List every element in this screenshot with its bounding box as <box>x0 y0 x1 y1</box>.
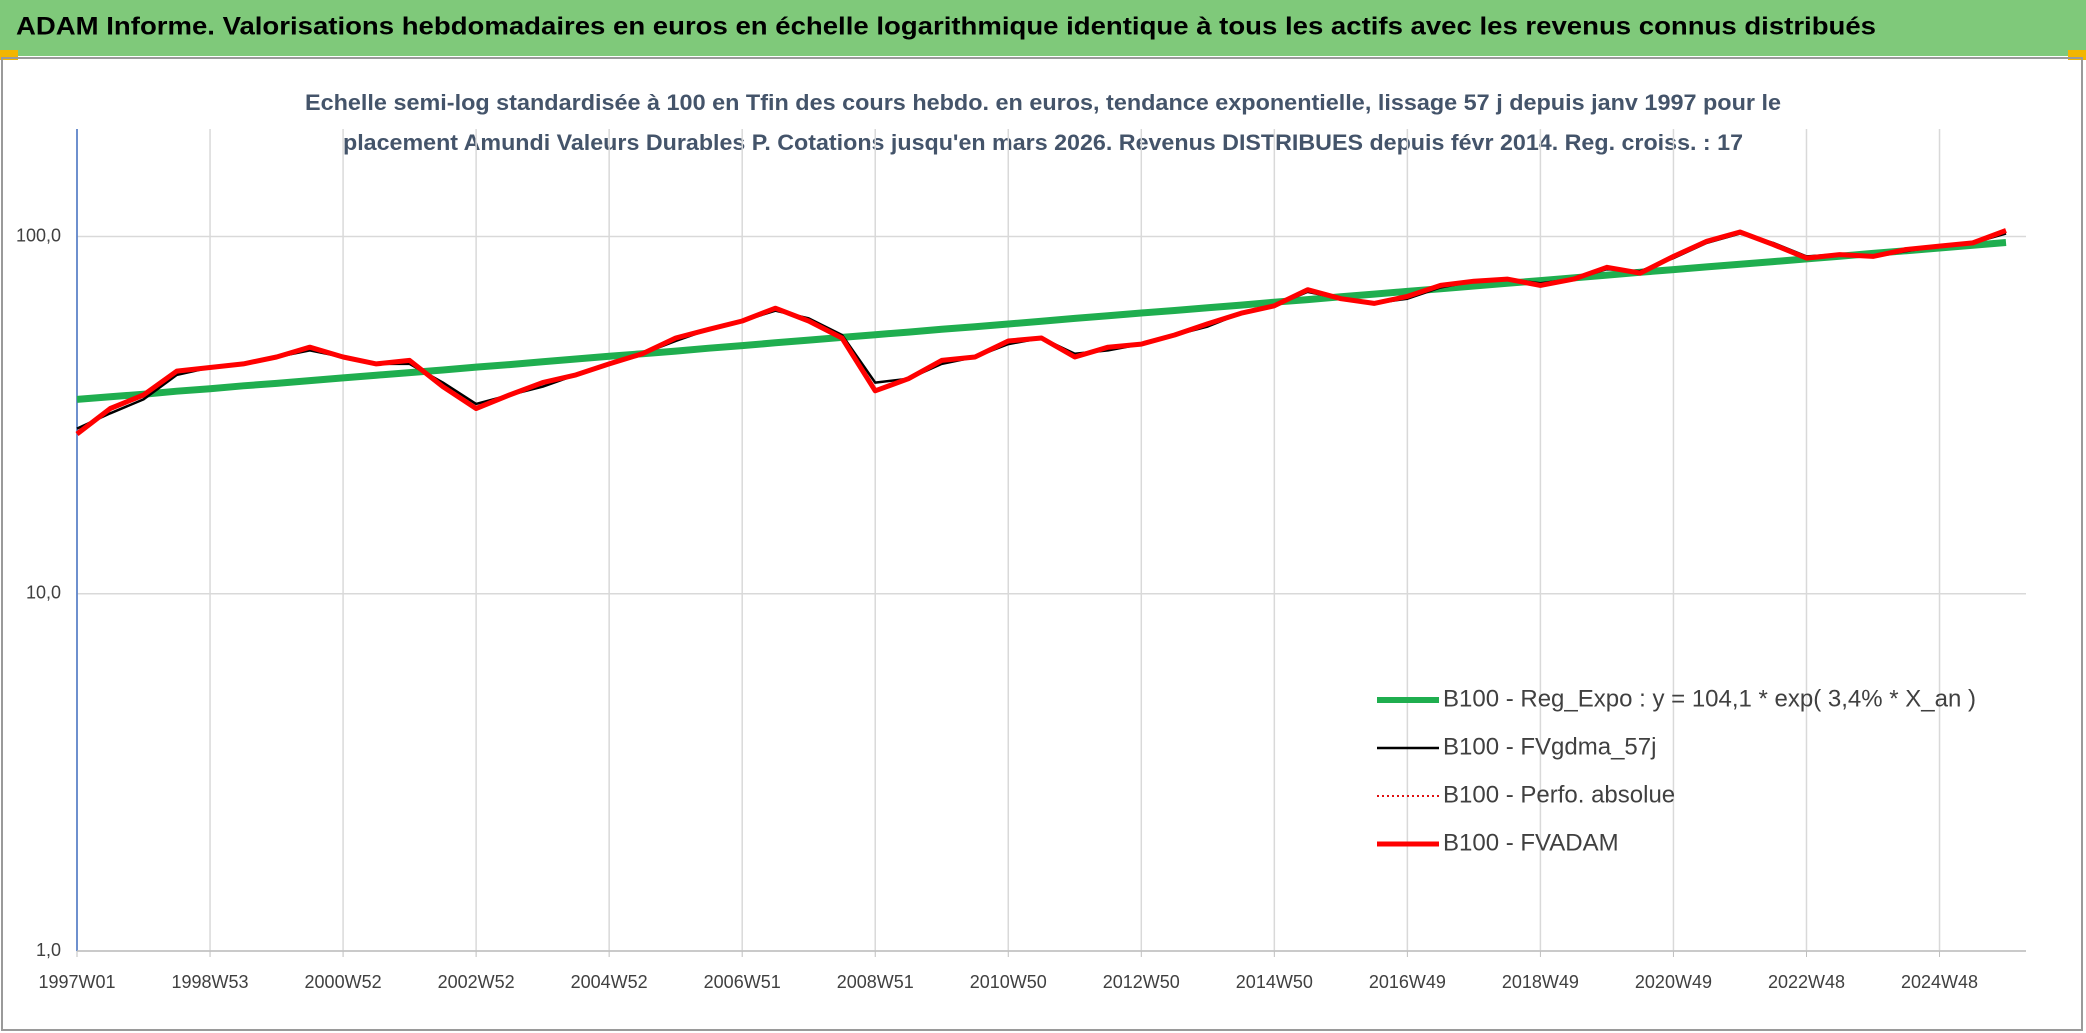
series-line <box>76 239 2007 403</box>
legend-label: B100 - Perfo. absolue <box>1443 781 1675 808</box>
chart-border <box>1 57 2083 1031</box>
header-title: ADAM Informe. Valorisations hebdomadaire… <box>16 13 1876 41</box>
chart-subtitle: placement Amundi Valeurs Durables P. Cot… <box>343 130 1743 155</box>
series-line <box>75 228 2007 436</box>
legend-label: B100 - FVADAM <box>1443 829 1619 856</box>
x-tick-label: 2020W49 <box>1635 972 1712 992</box>
y-tick-label: 1,0 <box>36 940 61 960</box>
y-tick-label: 10,0 <box>26 583 61 603</box>
legend-label: B100 - Reg_Expo : y = 104,1 * exp( 3,4% … <box>1443 685 1976 712</box>
header-bar <box>0 0 2086 56</box>
x-tick-label: 1998W53 <box>172 972 249 992</box>
corner-mark <box>2068 50 2086 60</box>
chart-subtitle: Echelle semi-log standardisée à 100 en T… <box>305 90 1781 115</box>
x-tick-label: 2016W49 <box>1369 972 1446 992</box>
x-tick-label: 2008W51 <box>837 972 914 992</box>
x-tick-label: 2002W52 <box>438 972 515 992</box>
x-tick-label: 2012W50 <box>1103 972 1180 992</box>
x-tick-label: 2024W48 <box>1901 972 1978 992</box>
x-tick-label: 2018W49 <box>1502 972 1579 992</box>
x-tick-label: 2010W50 <box>970 972 1047 992</box>
x-tick-label: 1997W01 <box>38 972 115 992</box>
corner-mark <box>0 50 18 60</box>
x-tick-label: 2014W50 <box>1236 972 1313 992</box>
x-tick-label: 2006W51 <box>704 972 781 992</box>
y-tick-label: 100,0 <box>16 225 61 245</box>
x-tick-label: 2000W52 <box>305 972 382 992</box>
x-tick-label: 2022W48 <box>1768 972 1845 992</box>
x-tick-label: 2004W52 <box>571 972 648 992</box>
legend-label: B100 - FVgdma_57j <box>1443 733 1656 760</box>
